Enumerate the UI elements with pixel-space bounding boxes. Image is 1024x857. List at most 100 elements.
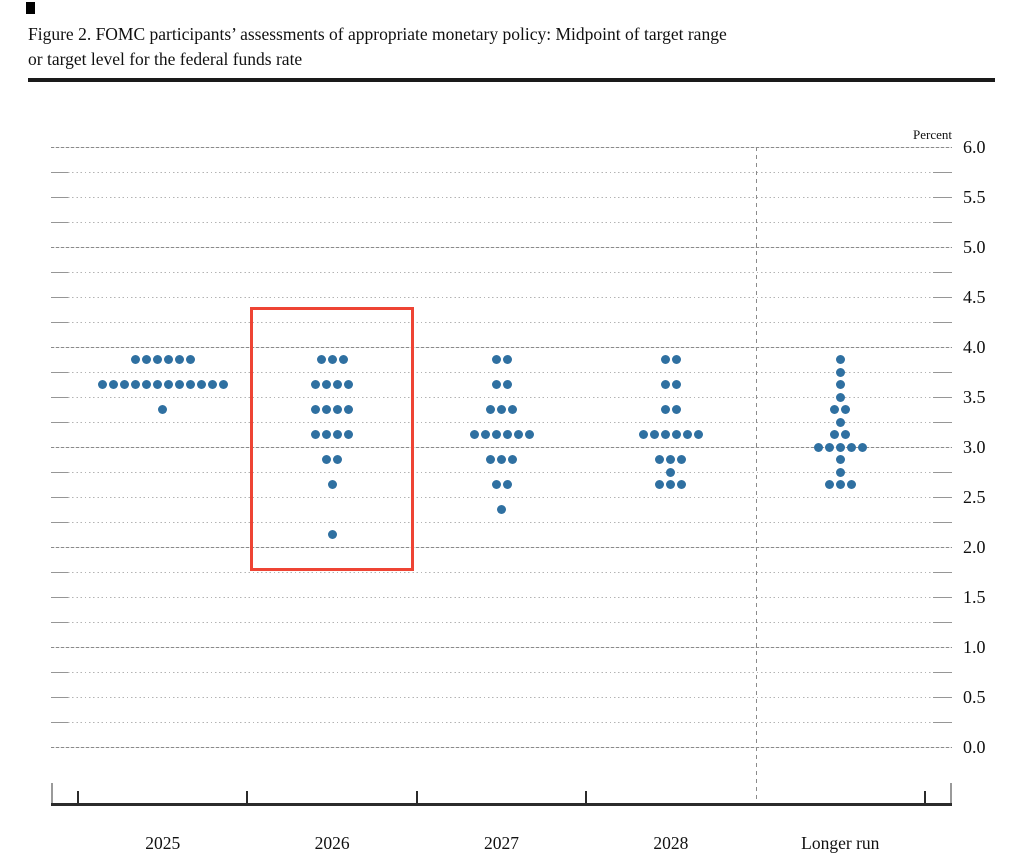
projection-dot [130, 355, 140, 364]
projection-dot [333, 430, 343, 439]
gridline-right-dash [933, 697, 952, 698]
gridline-left-dash [51, 397, 68, 398]
y-axis-tick-label: 4.0 [963, 337, 986, 357]
gridline-minor [68, 422, 933, 423]
projection-dot [163, 355, 173, 364]
figure-title: Figure 2. FOMC participants’ assessments… [28, 22, 988, 72]
projection-dot [130, 380, 140, 389]
gridline-right-dash [933, 597, 952, 598]
y-axis-tick-label: 4.5 [963, 287, 986, 307]
x-axis-column-tick [415, 791, 418, 803]
gridline-minor [68, 222, 933, 223]
projection-dot [333, 455, 343, 464]
projection-dot [316, 355, 326, 364]
gridline-left-dash [51, 672, 68, 673]
gridline-left-dash [51, 472, 68, 473]
projection-dot [322, 430, 332, 439]
gridline-right-dash [933, 472, 952, 473]
projection-dot [344, 430, 354, 439]
y-axis-unit-label: Percent [913, 127, 952, 142]
text-cursor-mark [26, 2, 35, 14]
projection-dot [311, 430, 321, 439]
projection-dot [486, 405, 495, 414]
y-axis-tick-label: 3.5 [963, 387, 986, 407]
projection-dot [835, 417, 845, 427]
gridline-right-dash [933, 497, 952, 498]
gridline-right-dash [933, 272, 952, 273]
projection-dot [333, 405, 343, 414]
figure-title-line1: Figure 2. FOMC participants’ assessments… [28, 24, 727, 44]
projection-dot [846, 480, 856, 489]
projection-dot [108, 380, 118, 389]
projection-dot [666, 467, 676, 477]
longer-run-divider [755, 147, 757, 803]
projection-dot [119, 380, 129, 389]
projection-dot [830, 405, 840, 414]
x-axis-end-tick-left [51, 783, 53, 803]
gridline-minor [68, 472, 933, 473]
projection-dot [835, 367, 845, 377]
projection-dot [666, 480, 676, 489]
projection-dot [327, 355, 337, 364]
gridline-minor [68, 372, 933, 373]
projection-dot [835, 455, 845, 464]
projection-dot [846, 442, 856, 452]
gridline-left-dash [51, 172, 68, 173]
projection-dot [824, 442, 834, 452]
gridline-left-dash [51, 297, 68, 298]
projection-dot [841, 405, 851, 414]
gridline-minor [68, 522, 933, 523]
projection-dot [660, 430, 670, 439]
projection-dot [469, 430, 479, 439]
gridline-minor [68, 397, 933, 398]
projection-dot [322, 455, 332, 464]
projection-dot [491, 355, 501, 364]
projection-dot [508, 455, 517, 464]
gridline-right-dash [933, 622, 952, 623]
projection-dot [322, 380, 332, 389]
y-axis-tick-label: 1.5 [963, 587, 986, 607]
gridline-minor [68, 297, 933, 298]
projection-dot [835, 392, 845, 402]
title-rule [28, 78, 995, 82]
gridline-right-dash [933, 197, 952, 198]
gridline-minor [68, 622, 933, 623]
projection-dot [141, 355, 151, 364]
projection-dot [163, 380, 173, 389]
projection-dot [311, 380, 321, 389]
projection-dot [677, 455, 687, 464]
gridline-minor [68, 722, 933, 723]
projection-dot [158, 405, 168, 414]
x-axis-column-tick [246, 791, 249, 803]
gridline-left-dash [51, 497, 68, 498]
projection-dot [841, 430, 851, 439]
y-axis-tick-label: 6.0 [963, 137, 986, 157]
projection-dot [327, 530, 337, 539]
projection-dot [660, 380, 670, 389]
gridline-minor [68, 572, 933, 573]
gridline-minor [68, 272, 933, 273]
gridline-minor [68, 597, 933, 598]
projection-dot [344, 405, 354, 414]
gridline-right-dash [933, 222, 952, 223]
projection-dot [660, 405, 670, 414]
projection-dot [338, 355, 348, 364]
projection-dot [835, 380, 845, 389]
projection-dot [218, 380, 228, 389]
gridline-left-dash [51, 697, 68, 698]
projection-dot [311, 405, 321, 414]
x-axis-category-label: 2028 [653, 833, 689, 853]
gridline-right-dash [933, 422, 952, 423]
projection-dot [491, 430, 501, 439]
projection-dot [497, 505, 506, 514]
gridline-right-dash [933, 672, 952, 673]
projection-dot [666, 455, 676, 464]
projection-dot [185, 355, 195, 364]
gridline-right-dash [933, 397, 952, 398]
projection-dot [97, 380, 107, 389]
projection-dot [655, 455, 665, 464]
figure-title-line2: or target level for the federal funds ra… [28, 49, 303, 69]
y-axis-tick-label: 0.0 [963, 737, 986, 757]
projection-dot [152, 380, 162, 389]
projection-dot [671, 430, 681, 439]
